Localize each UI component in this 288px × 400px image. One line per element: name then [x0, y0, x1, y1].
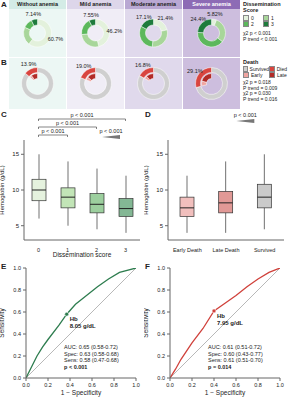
svg-text:10: 10 — [156, 187, 163, 193]
html-text:Sens: 0.61 (0.51-0.70): Sens: 0.61 (0.51-0.70) — [208, 357, 263, 363]
svg-text:0.4: 0.4 — [66, 382, 74, 388]
svg-text:p < 0.001: p < 0.001 — [234, 112, 257, 118]
svg-text:0.8: 0.8 — [254, 382, 262, 388]
svg-text:0.6: 0.6 — [13, 309, 21, 315]
html-text:χ2 p = 0.018: χ2 p = 0.018 — [243, 79, 271, 85]
html-text:Survived: Survived — [249, 66, 269, 72]
html-text:χ2 p < 0.001: χ2 p < 0.001 — [243, 30, 271, 36]
svg-text:1: 1 — [66, 246, 69, 253]
svg-text:Survived: Survived — [254, 247, 275, 253]
svg-text:10: 10 — [12, 187, 19, 193]
svg-text:0.4: 0.4 — [13, 331, 21, 337]
html-text:P trend = 0.009: P trend = 0.009 — [243, 84, 278, 91]
svg-text:1.0: 1.0 — [13, 265, 21, 271]
html-text:Early: Early — [251, 72, 263, 78]
svg-text:17.1%: 17.1% — [136, 14, 152, 20]
svg-text:0.2: 0.2 — [13, 353, 21, 359]
html-text:AUC: 0.61 (0.51-0.72): AUC: 0.61 (0.51-0.72) — [208, 344, 262, 350]
svg-text:60.7%: 60.7% — [48, 36, 64, 42]
svg-text:0.6: 0.6 — [157, 309, 165, 315]
svg-text:p < 0.001: p < 0.001 — [41, 128, 64, 134]
html-text:Late: Late — [277, 72, 287, 78]
svg-text:0.4: 0.4 — [157, 331, 165, 337]
html-text:Death: Death — [243, 59, 259, 65]
html-text:D: D — [145, 110, 151, 119]
svg-text:Dissemination score: Dissemination score — [53, 251, 112, 258]
svg-text:13.9%: 13.9% — [21, 61, 37, 67]
svg-text:7.55%: 7.55% — [83, 12, 99, 18]
svg-text:2: 2 — [95, 246, 98, 253]
svg-text:0.6: 0.6 — [232, 382, 240, 388]
svg-text:1.0: 1.0 — [157, 265, 165, 271]
svg-text:46.2%: 46.2% — [107, 28, 123, 34]
html-text:AUC: 0.65 (0.58-0.72): AUC: 0.65 (0.58-0.72) — [64, 344, 118, 350]
svg-text:0.2: 0.2 — [157, 353, 165, 359]
html-text:Moderate anemia: Moderate anemia — [131, 1, 176, 7]
html-text:B: B — [1, 58, 7, 67]
html-text:C: C — [1, 110, 7, 119]
html-text:2: 2 — [251, 21, 254, 27]
html-text:P trend < 0.001: P trend < 0.001 — [243, 36, 278, 42]
html-text:E: E — [1, 262, 7, 271]
svg-text:p < 0.001: p < 0.001 — [56, 120, 79, 126]
svg-text:p < 0.001: p < 0.001 — [70, 112, 93, 118]
svg-text:29.1%: 29.1% — [187, 68, 203, 74]
html-text:Died: Died — [276, 66, 287, 72]
svg-text:0: 0 — [37, 247, 40, 253]
svg-text:5.82%: 5.82% — [207, 11, 223, 17]
svg-text:0.0: 0.0 — [13, 375, 21, 381]
svg-text:1.0: 1.0 — [132, 382, 140, 388]
html-text:A: A — [1, 0, 7, 9]
svg-text:1.0: 1.0 — [276, 382, 280, 388]
html-text:0: 0 — [251, 15, 254, 21]
html-text:3: 3 — [271, 21, 274, 27]
svg-text:1 − Specificity: 1 − Specificity — [61, 389, 102, 397]
svg-text:15: 15 — [12, 151, 19, 157]
html-text:p = 0.014: p = 0.014 — [208, 363, 232, 370]
svg-text:Hb7.95 g/dL: Hb7.95 g/dL — [217, 313, 243, 326]
svg-text:0.2: 0.2 — [188, 382, 196, 388]
html-text:1: 1 — [271, 15, 274, 21]
svg-text:Late Death: Late Death — [213, 247, 240, 253]
svg-text:Hb8.05 g/dL: Hb8.05 g/dL — [70, 316, 96, 329]
svg-text:0.8: 0.8 — [110, 382, 118, 388]
svg-text:5: 5 — [16, 223, 20, 229]
html-text:Without anemia: Without anemia — [17, 1, 58, 7]
svg-text:21.4%: 21.4% — [158, 15, 174, 21]
html-text:Spec: 0.63 (0.58-0.68): Spec: 0.63 (0.58-0.68) — [64, 350, 119, 357]
svg-text:16.8%: 16.8% — [135, 62, 151, 68]
html-text:Severe anemia: Severe anemia — [192, 1, 231, 7]
svg-text:15: 15 — [156, 151, 163, 157]
html-text:χ2 p = 0.030: χ2 p = 0.030 — [243, 90, 271, 97]
html-text:P trend = 0.016: P trend = 0.016 — [243, 95, 278, 102]
html-text:Sens: 0.58 (0.47-0.68): Sens: 0.58 (0.47-0.68) — [64, 357, 119, 363]
svg-text:p < 0.001: p < 0.001 — [99, 128, 122, 134]
svg-text:1 − Specificity: 1 − Specificity — [205, 389, 246, 397]
svg-text:5: 5 — [160, 223, 164, 229]
html-text:p < 0.001: p < 0.001 — [64, 363, 88, 370]
svg-text:Hemoglobin (g/dL): Hemoglobin (g/dL) — [144, 165, 149, 214]
svg-text:0.0: 0.0 — [166, 382, 174, 388]
html-text:Spec: 0.60 (0.43-0.77): Spec: 0.60 (0.43-0.77) — [208, 350, 263, 357]
svg-text:0.0: 0.0 — [22, 382, 30, 388]
svg-text:24.4%: 24.4% — [191, 16, 207, 22]
svg-text:Sensitivity: Sensitivity — [144, 308, 150, 338]
html-text:F: F — [145, 262, 150, 271]
svg-text:0.8: 0.8 — [13, 287, 21, 293]
svg-text:Early Death: Early Death — [173, 247, 202, 253]
svg-text:0.8: 0.8 — [157, 287, 165, 293]
html-text:Dissemination Score: Dissemination Score — [243, 1, 281, 13]
svg-text:0.0: 0.0 — [157, 375, 165, 381]
svg-text:0.4: 0.4 — [210, 382, 218, 388]
svg-text:3: 3 — [124, 247, 127, 253]
html-text:Mild anemia: Mild anemia — [79, 1, 112, 7]
svg-text:7.14%: 7.14% — [25, 11, 41, 17]
svg-text:0.6: 0.6 — [88, 382, 96, 388]
svg-text:19.0%: 19.0% — [76, 63, 92, 69]
svg-text:0.2: 0.2 — [44, 382, 52, 388]
